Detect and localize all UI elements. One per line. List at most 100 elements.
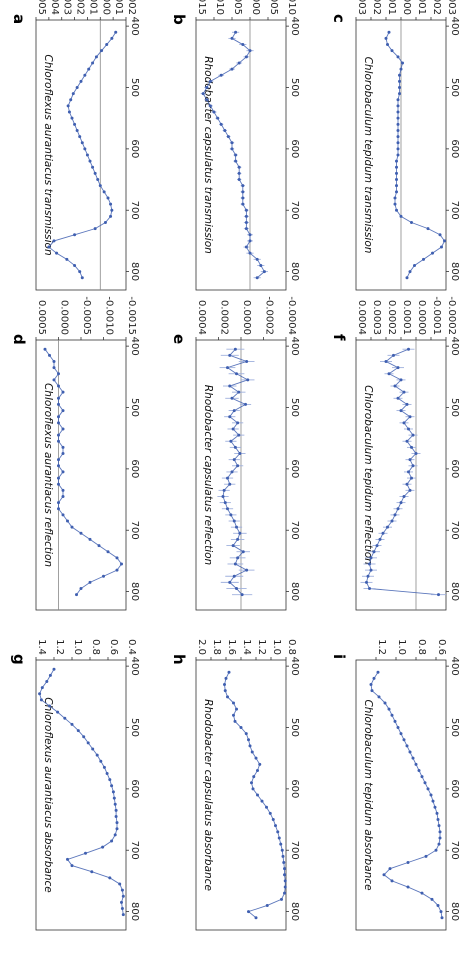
x-tick-label: 600: [449, 139, 460, 158]
y-tick-label: 1.0: [72, 639, 83, 655]
data-point: [57, 476, 60, 480]
data-point: [57, 482, 60, 486]
data-point: [228, 415, 232, 419]
x-tick-label: 400: [129, 337, 140, 356]
chart-panel-b: b 400 500 600 700 800 -0.0015 -0.0010 -0.0005 0.0…: [35, 14, 188, 611]
x-tick-label: 800: [289, 902, 300, 921]
data-point: [237, 171, 241, 175]
data-point: [75, 128, 79, 132]
x-tick-label: 400: [289, 17, 300, 36]
data-point: [384, 359, 388, 363]
data-point: [105, 43, 109, 47]
data-point: [256, 768, 259, 772]
y-tick-label: 0.0000: [416, 300, 427, 335]
data-point: [115, 827, 119, 831]
data-point: [420, 775, 424, 779]
data-point: [61, 409, 65, 413]
y-tick-label: 0.6: [436, 639, 447, 655]
x-tick-label: 500: [449, 398, 460, 417]
data-point: [114, 808, 118, 812]
data-point: [408, 458, 412, 462]
data-point: [61, 513, 65, 517]
data-point: [438, 836, 442, 840]
y-tick-label: 0.004: [49, 0, 60, 15]
data-point: [237, 390, 241, 394]
x-tick-label: 700: [289, 841, 300, 860]
plot-frame: [195, 19, 287, 291]
data-point: [248, 233, 252, 237]
panel-letter-c: c: [330, 14, 348, 23]
y-tick-label: -0.0005: [268, 0, 279, 15]
data-point: [79, 79, 83, 83]
data-point: [223, 128, 227, 132]
x-tick-label: 500: [129, 718, 140, 737]
data-point: [233, 347, 237, 351]
data-point: [396, 507, 400, 511]
data-point: [381, 531, 385, 535]
data-point: [75, 86, 79, 89]
x-tick-label: 400: [129, 657, 140, 676]
data-point: [234, 159, 238, 163]
data-point: [226, 135, 230, 139]
data-point: [109, 202, 113, 206]
data-point: [212, 110, 216, 114]
data-point: [66, 519, 69, 523]
data-point: [87, 67, 91, 71]
data-point: [79, 531, 83, 535]
data-point: [255, 276, 259, 280]
data-point: [120, 900, 123, 904]
data-point: [393, 719, 397, 723]
y-tick-label: -0.0002: [264, 296, 275, 335]
data-point: [76, 729, 80, 733]
data-point: [115, 568, 119, 572]
data-point: [435, 811, 439, 815]
y-tick-label: 0.005: [36, 0, 47, 15]
data-point: [236, 421, 240, 425]
data-point: [436, 903, 440, 907]
data-point: [254, 916, 258, 920]
data-point: [232, 409, 236, 413]
data-point: [235, 525, 238, 529]
data-point: [48, 353, 51, 357]
y-tick-label: 0.0000: [250, 0, 261, 15]
data-point: [230, 36, 234, 40]
data-point: [216, 116, 220, 120]
y-tick-label: 0.8: [416, 639, 427, 655]
data-point: [408, 270, 412, 274]
data-point: [411, 464, 415, 468]
data-point: [375, 544, 379, 548]
x-tick-label: 700: [449, 521, 460, 540]
data-point: [39, 698, 43, 702]
data-point: [229, 513, 233, 517]
x-tick-label: 500: [449, 718, 460, 737]
data-point: [248, 49, 252, 53]
y-tick-label: 1.0: [271, 639, 282, 655]
data-point: [61, 470, 65, 474]
data-point: [396, 396, 400, 400]
panel-title-e: Rhodobacter capsulatus reflection: [202, 385, 214, 565]
x-tick-label: 600: [129, 139, 140, 158]
data-point: [395, 184, 398, 188]
data-point: [247, 738, 250, 742]
x-tick-label: 700: [449, 841, 460, 860]
data-point: [57, 384, 60, 388]
plot-frame: [355, 659, 447, 931]
data-point: [396, 110, 400, 114]
data-point: [95, 753, 99, 757]
data-point: [402, 421, 406, 425]
x-tick-label: 700: [129, 841, 140, 860]
data-point: [234, 30, 238, 34]
data-point: [121, 894, 125, 898]
data-point: [283, 891, 286, 895]
data-point: [84, 851, 87, 855]
data-point: [205, 86, 209, 89]
y-tick-label: 0.0002: [386, 300, 397, 335]
data-point: [66, 104, 70, 108]
y-tick-label: 0.0000: [59, 300, 70, 335]
data-point: [57, 464, 60, 468]
data-point: [398, 79, 401, 83]
data-point: [47, 245, 51, 249]
y-tick-label: 1.4: [241, 639, 252, 655]
y-tick-label: 0.0005: [232, 0, 243, 15]
